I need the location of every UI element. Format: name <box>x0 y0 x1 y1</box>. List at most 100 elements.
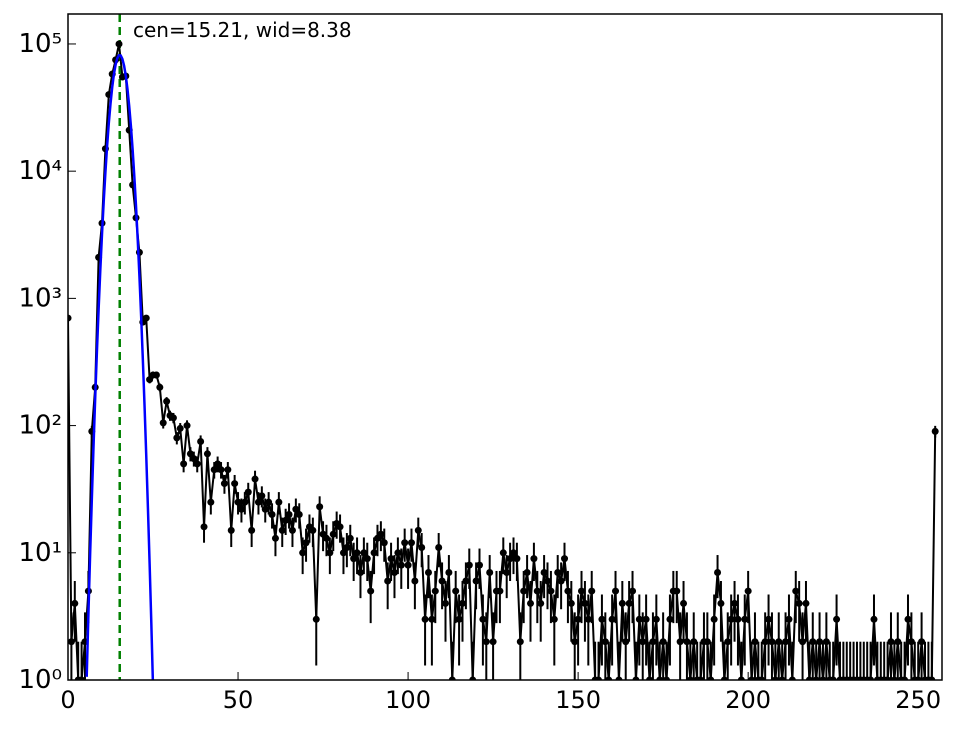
data-point <box>275 498 283 506</box>
data-point <box>680 599 688 607</box>
data-point <box>387 555 395 563</box>
data-point <box>884 676 892 680</box>
data-point <box>867 676 875 680</box>
data-point <box>418 544 426 552</box>
y-tick-label: 10¹ <box>18 538 62 568</box>
data-point <box>241 498 249 506</box>
data-point <box>554 568 562 576</box>
data-point <box>469 676 477 680</box>
data-point <box>248 526 256 534</box>
data-point <box>741 615 749 623</box>
data-point <box>605 676 613 680</box>
data-point <box>822 638 830 646</box>
data-point <box>336 523 344 531</box>
data-point <box>612 587 620 595</box>
data-point <box>625 599 633 607</box>
data-point <box>152 371 160 379</box>
data-point <box>377 530 385 538</box>
data-point <box>829 676 837 680</box>
data-point <box>462 577 470 585</box>
data-point <box>510 549 518 557</box>
data-point <box>642 615 650 623</box>
data-point <box>782 638 790 646</box>
data-point <box>207 498 215 506</box>
data-point <box>595 676 603 680</box>
data-point <box>805 676 813 680</box>
data-point <box>727 615 735 623</box>
data-point <box>414 526 422 534</box>
data-point <box>78 676 86 680</box>
data-point <box>928 676 936 680</box>
data-point <box>833 615 841 623</box>
data-point <box>663 676 671 680</box>
data-point <box>285 510 293 518</box>
data-point <box>887 638 895 646</box>
data-point <box>203 450 211 458</box>
data-point <box>557 577 565 585</box>
data-point <box>71 599 79 607</box>
data-point <box>901 676 909 680</box>
data-point <box>231 480 239 488</box>
data-point <box>618 599 626 607</box>
data-point <box>309 526 317 534</box>
data-point <box>584 615 592 623</box>
data-point <box>639 638 647 646</box>
data-point <box>278 526 286 534</box>
data-point <box>282 516 290 524</box>
data-point <box>183 422 191 430</box>
data-point <box>404 561 412 569</box>
data-point <box>322 534 330 542</box>
data-point <box>737 676 745 680</box>
data-point <box>799 638 807 646</box>
data-point <box>486 568 494 576</box>
data-point <box>622 638 630 646</box>
data-point <box>598 615 606 623</box>
data-point <box>428 615 436 623</box>
data-point <box>68 314 72 322</box>
data-point <box>489 638 497 646</box>
data-point <box>571 638 579 646</box>
data-point <box>720 676 728 680</box>
data-point <box>343 544 351 552</box>
data-point <box>788 676 796 680</box>
data-point <box>380 539 388 547</box>
data-point <box>907 638 915 646</box>
data-point <box>771 676 779 680</box>
data-point <box>163 397 171 405</box>
data-point <box>390 568 398 576</box>
data-point <box>795 599 803 607</box>
data-point <box>870 615 878 623</box>
data-point <box>394 549 402 557</box>
data-point <box>544 577 552 585</box>
data-point <box>714 568 722 576</box>
data-point <box>533 587 541 595</box>
data-point <box>363 555 371 563</box>
data-point <box>775 638 783 646</box>
data-point <box>421 615 429 623</box>
data-point <box>220 480 228 488</box>
data-point <box>142 314 150 322</box>
data-point <box>210 466 218 474</box>
annotation: cen=15.21, wid=8.38 <box>133 18 352 42</box>
data-point <box>894 638 902 646</box>
data-point <box>438 577 446 585</box>
data-point <box>411 577 419 585</box>
data-point <box>564 587 572 595</box>
data-point <box>367 587 375 595</box>
data-point <box>629 587 637 595</box>
data-point <box>588 587 596 595</box>
data-point <box>496 587 504 595</box>
data-point <box>258 492 266 500</box>
data-point <box>445 568 453 576</box>
data-point <box>482 638 490 646</box>
series-line <box>68 43 937 680</box>
data-point <box>455 615 463 623</box>
data-point <box>904 615 912 623</box>
data-point <box>540 568 548 576</box>
data-point <box>601 638 609 646</box>
data-point <box>581 599 589 607</box>
data-point <box>339 549 347 557</box>
data-point <box>407 539 415 547</box>
data-point <box>115 40 123 48</box>
data-point <box>615 676 623 680</box>
